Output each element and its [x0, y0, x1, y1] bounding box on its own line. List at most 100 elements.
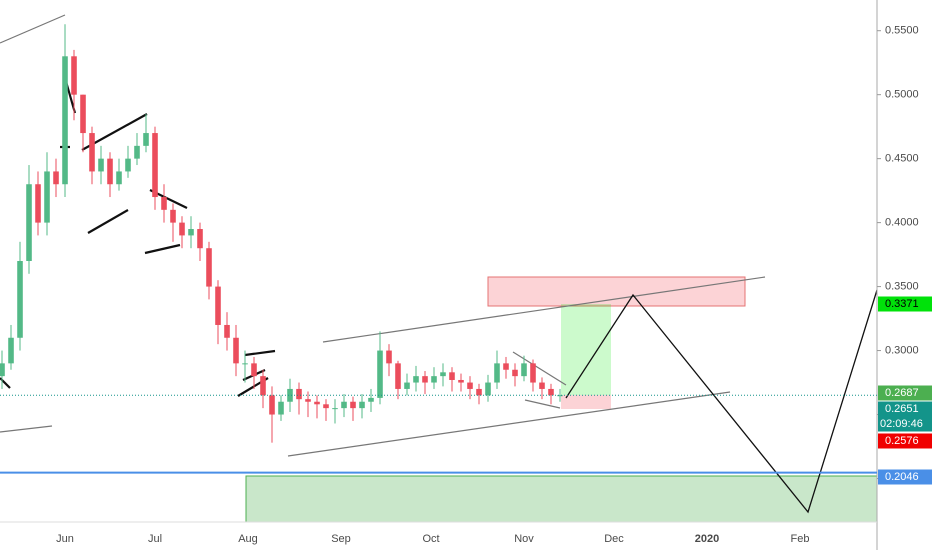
candle-body: [53, 171, 59, 185]
price-label: 0.2651: [885, 403, 919, 415]
candle-body: [449, 372, 455, 380]
candle-body: [251, 363, 257, 377]
y-tick-label: 0.4000: [885, 217, 919, 229]
candle-body: [269, 395, 275, 415]
x-tick-label: Jun: [56, 533, 74, 545]
candle-body: [260, 376, 266, 396]
candle-body: [98, 158, 104, 172]
y-tick-label: 0.5500: [885, 25, 919, 37]
pattern-line: [0, 377, 11, 389]
profit-zone: [561, 304, 611, 395]
candle-body: [296, 388, 302, 400]
candle-body: [521, 363, 527, 377]
candle-body: [17, 261, 23, 338]
candle-body: [89, 133, 95, 172]
candle-body: [206, 248, 212, 287]
target-zone: [245, 475, 878, 523]
x-tick-label: Jul: [148, 533, 162, 545]
candle-body: [539, 382, 545, 389]
candle-body: [134, 145, 140, 159]
candle-body: [548, 388, 554, 396]
x-tick-label: Aug: [238, 533, 258, 545]
y-tick-label: 0.3000: [885, 344, 919, 356]
candle-body: [215, 286, 221, 325]
countdown-box: [878, 416, 932, 432]
candle-body: [242, 363, 248, 365]
y-tick-label: 0.3500: [885, 280, 919, 292]
candle-body: [179, 222, 185, 236]
trend-line: [0, 14, 66, 44]
price-label-box: [878, 385, 932, 401]
x-tick-label: Oct: [422, 533, 439, 545]
candle-body: [314, 401, 320, 405]
candle-body: [35, 184, 41, 223]
candle-body: [44, 171, 50, 223]
channel-line: [322, 276, 766, 343]
x-tick-label: Dec: [604, 533, 624, 545]
candle-body: [161, 197, 167, 210]
candle-body: [107, 158, 113, 185]
candle-body: [278, 401, 284, 415]
candle-body: [440, 372, 446, 377]
candle-body: [413, 376, 419, 383]
price-label: 0.3371: [885, 298, 919, 310]
candle-body: [170, 209, 176, 223]
candle-body: [467, 382, 473, 389]
resistance-zone: [487, 276, 746, 307]
price-label-box: [878, 296, 932, 312]
candle-body: [143, 133, 149, 146]
candle-body: [557, 395, 563, 397]
candle-body: [512, 369, 518, 377]
y-tick-label: 0.4500: [885, 153, 919, 165]
candle-body: [485, 382, 491, 396]
price-label: 0.2046: [885, 471, 919, 483]
y-tick-label: 0.5000: [885, 89, 919, 101]
candle-body: [305, 399, 311, 402]
pattern-line: [144, 243, 181, 255]
candle-body: [503, 363, 509, 370]
channel-line: [287, 391, 731, 457]
stop-zone: [561, 395, 611, 409]
candle-body: [323, 404, 329, 409]
candle-body: [0, 363, 5, 377]
candle-body: [188, 229, 194, 236]
candle-body: [224, 324, 230, 338]
wedge-line: [512, 351, 567, 386]
price-label-box: [878, 469, 932, 485]
countdown: 02:09:46: [880, 418, 923, 430]
pattern-line: [244, 349, 276, 357]
candle-body: [332, 408, 338, 410]
x-tick-label: Nov: [514, 533, 534, 545]
price-label: 0.2576: [885, 435, 919, 447]
candle-body: [287, 388, 293, 402]
price-label-box: [878, 401, 932, 417]
wedge-line: [524, 399, 561, 409]
candle-body: [62, 56, 68, 185]
candle-body: [530, 363, 536, 383]
candle-body: [125, 158, 131, 172]
candle-body: [8, 337, 14, 364]
candle-body: [152, 133, 158, 198]
candle-body: [458, 379, 464, 383]
candle-body: [26, 184, 32, 261]
candle-body: [71, 56, 77, 95]
x-tick-label: Feb: [791, 533, 810, 545]
price-label-box: [878, 433, 932, 449]
x-tick-label: 2020: [695, 533, 719, 545]
candle-body: [359, 401, 365, 409]
candle-body: [386, 350, 392, 364]
candle-body: [233, 337, 239, 364]
candle-body: [116, 171, 122, 185]
candle-body: [395, 363, 401, 389]
candle-body: [476, 388, 482, 396]
candle-body: [404, 382, 410, 389]
candle-body: [494, 363, 500, 383]
pattern-line: [87, 209, 129, 234]
projection-path: [565, 289, 878, 514]
candle-body: [368, 397, 374, 402]
candle-body: [80, 94, 86, 134]
candle-body: [350, 401, 356, 409]
candle-body: [431, 376, 437, 383]
trend-line: [0, 425, 53, 433]
